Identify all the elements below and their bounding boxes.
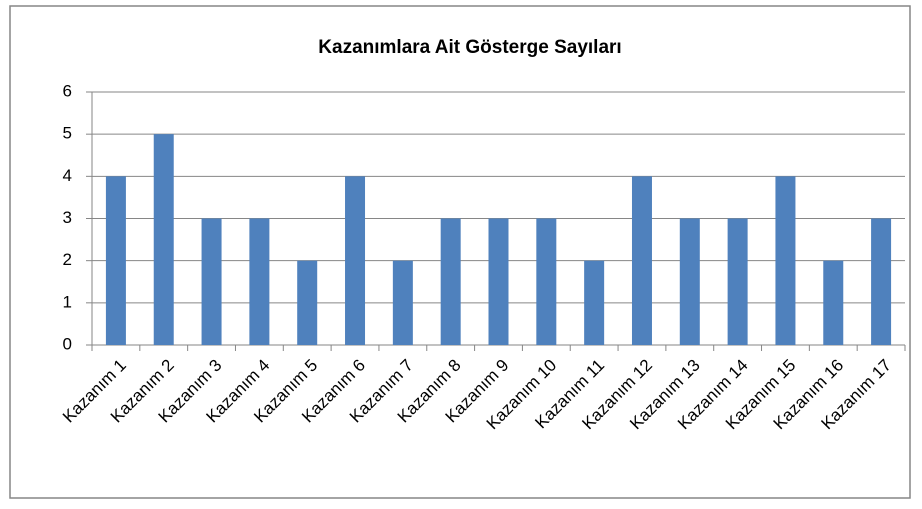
bar bbox=[775, 176, 796, 345]
bar bbox=[201, 218, 222, 345]
bar bbox=[105, 176, 126, 345]
bar bbox=[536, 218, 557, 345]
y-tick-label: 3 bbox=[63, 208, 72, 227]
bar bbox=[727, 218, 748, 345]
bar bbox=[345, 176, 366, 345]
y-tick-label: 6 bbox=[63, 81, 72, 100]
bar bbox=[488, 218, 509, 345]
bar bbox=[823, 260, 844, 345]
y-tick-label: 1 bbox=[63, 292, 72, 311]
bar bbox=[153, 134, 174, 345]
bar bbox=[679, 218, 700, 345]
bar bbox=[249, 218, 270, 345]
bar bbox=[297, 260, 318, 345]
bar bbox=[392, 260, 413, 345]
y-tick-label: 0 bbox=[63, 334, 72, 353]
bar bbox=[440, 218, 461, 345]
y-tick-label: 5 bbox=[63, 124, 72, 143]
bar bbox=[631, 176, 652, 345]
chart-title: Kazanımlara Ait Gösterge Sayıları bbox=[318, 37, 621, 58]
y-tick-label: 4 bbox=[63, 166, 72, 185]
bar bbox=[584, 260, 605, 345]
bar bbox=[871, 218, 892, 345]
y-tick-label: 2 bbox=[63, 250, 72, 269]
